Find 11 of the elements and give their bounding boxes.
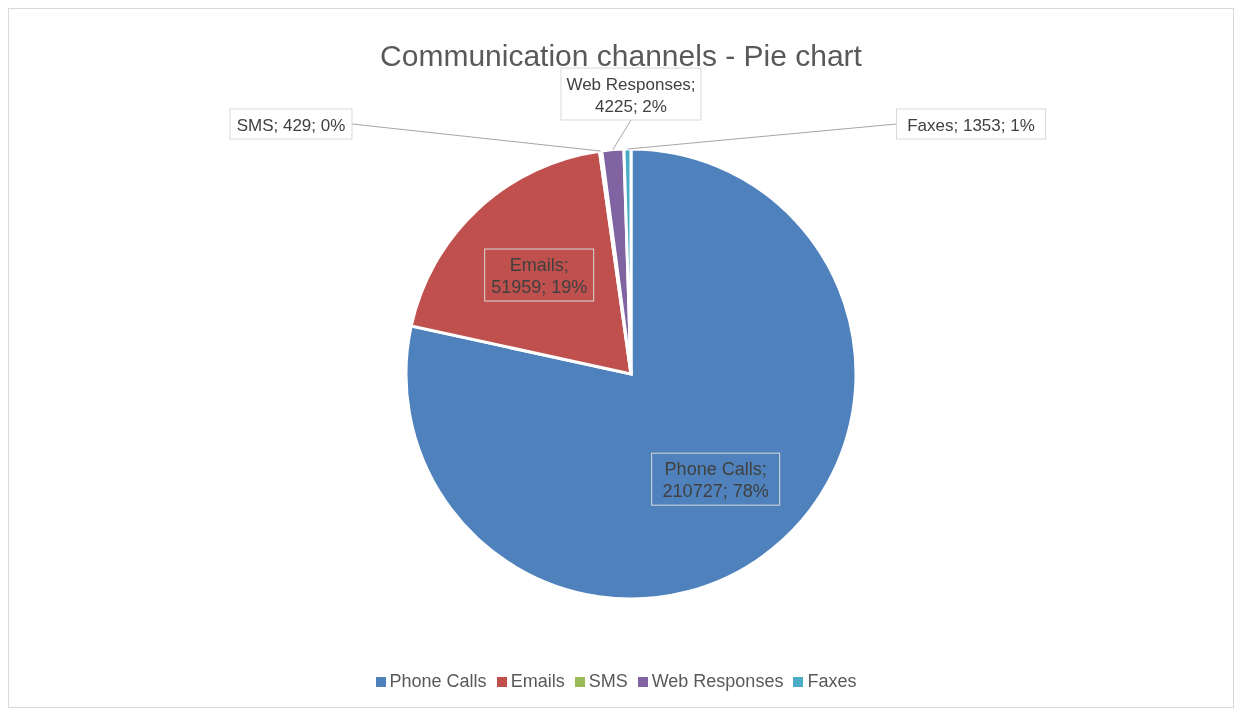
data-label: SMS; 429; 0% xyxy=(236,116,346,135)
legend-label: Faxes xyxy=(807,671,857,691)
legend-label: Web Responses xyxy=(651,671,784,691)
data-label: Web Responses; 4225; 2% xyxy=(566,75,696,116)
data-label: Phone Calls; 210727; 78% xyxy=(662,459,769,502)
legend-label: Emails xyxy=(510,671,565,691)
data-label: Faxes; 1353; 1% xyxy=(907,116,1035,135)
legend-label: SMS xyxy=(588,671,628,691)
legend-label: Phone Calls xyxy=(389,671,487,691)
chart-title: Communication channels - Pie chart xyxy=(379,39,863,73)
data-label: Emails; 51959; 19% xyxy=(491,255,588,298)
